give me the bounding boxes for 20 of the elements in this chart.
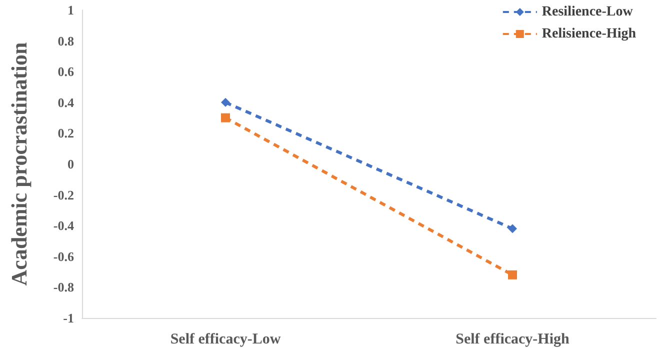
y-tick-label: 1 [68, 2, 74, 18]
y-tick-label: -0.2 [53, 187, 74, 202]
y-axis-title: Academic procrastination [6, 42, 32, 286]
y-tick-label: -0.8 [53, 280, 74, 295]
point [221, 98, 230, 107]
x-tick-label: Self efficacy-Low [170, 332, 281, 348]
x-tick-label: Self efficacy-High [456, 332, 570, 348]
y-tick-label: -0.6 [53, 248, 74, 264]
y-tick-label: 0.6 [58, 64, 74, 80]
point [508, 270, 517, 280]
legend-label: Relisience-High [542, 26, 636, 42]
point [508, 224, 517, 234]
y-tick-label: 0.8 [58, 33, 74, 48]
y-tick-label: -0.4 [53, 218, 74, 234]
y-tick-label: -1 [63, 310, 74, 326]
y-tick-label: 0.4 [58, 94, 74, 110]
point [221, 113, 230, 122]
y-tick-label: 0 [68, 156, 74, 172]
legend-label: Resilience-Low [542, 4, 634, 20]
y-tick-label: 0.2 [58, 126, 74, 141]
